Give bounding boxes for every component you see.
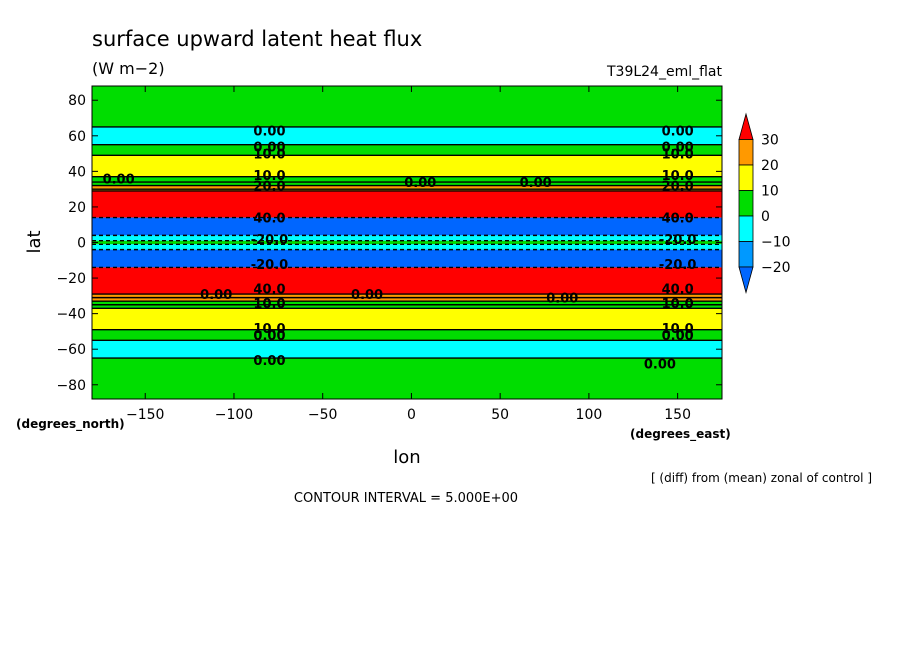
lat-band-6 — [92, 190, 722, 218]
lat-band-11 — [92, 249, 722, 268]
contour-label: 40.0 — [253, 212, 285, 227]
y-tick-label: 20 — [68, 200, 86, 216]
contour-label: 10.0 — [662, 169, 694, 184]
y-tick-label: 60 — [68, 129, 86, 145]
legend-level-label: 20 — [761, 158, 779, 174]
legend-bin-5 — [738, 241, 754, 268]
x-tick-label: 0 — [407, 407, 416, 423]
x-tick-label: −100 — [215, 407, 253, 423]
x-tick-label: 100 — [576, 407, 603, 423]
y-tick-label: 0 — [77, 236, 86, 252]
y-tick-label: −60 — [56, 342, 86, 358]
y-tick-label: 80 — [68, 93, 86, 109]
contour-lines — [92, 126, 722, 359]
legend-bin-4 — [738, 215, 754, 242]
lat-band-4 — [92, 176, 722, 186]
lat-band-15 — [92, 308, 722, 330]
legend-bin-1 — [738, 139, 754, 166]
color-legend: 30 20 10 0 −10 −20 — [738, 112, 791, 295]
lat-band-12 — [92, 267, 722, 295]
y-tick-label: −40 — [56, 307, 86, 323]
legend-level-label: −10 — [761, 235, 791, 251]
contour-label: 10.0 — [662, 322, 694, 337]
legend-bin-3 — [738, 190, 754, 217]
contour-label: 10.0 — [253, 148, 285, 163]
lat-band-16 — [92, 329, 722, 341]
contour-label: 10.0 — [662, 148, 694, 163]
contour-label: 0.00 — [662, 329, 694, 344]
lat-band-18 — [92, 358, 722, 399]
contour-label: -20.0 — [659, 258, 696, 273]
lat-band-9 — [92, 240, 722, 245]
y-axis: −80 −60 −40 −20 0 20 40 60 80 — [56, 93, 722, 394]
contour-label: 20.0 — [253, 180, 285, 195]
x-axis-label: lon — [393, 447, 420, 468]
contour-label: 0.00 — [351, 288, 383, 303]
y-axis-label: lat — [24, 230, 45, 253]
contour-label: 0.00 — [103, 172, 135, 187]
x-tick-label: −50 — [308, 407, 338, 423]
contour-label: 0.00 — [520, 176, 552, 191]
contour-label: 0.00 — [546, 292, 578, 307]
lat-band-7 — [92, 217, 722, 236]
contour-label: 10.0 — [662, 297, 694, 312]
diff-note: [ (diff) from (mean) zonal of control ] — [651, 471, 872, 485]
legend-level-label: 10 — [761, 184, 779, 200]
run-label: T39L24_eml_flat — [606, 64, 723, 80]
contour-label: 0.00 — [662, 124, 694, 139]
data-bands — [92, 86, 722, 399]
lat-band-1 — [92, 126, 722, 145]
contour-label: 20.0 — [662, 180, 694, 195]
contour-label: -20.0 — [659, 233, 696, 248]
contour-label: 0.00 — [644, 357, 676, 372]
x-tick-label: 50 — [491, 407, 509, 423]
lat-band-17 — [92, 340, 722, 359]
legend-level-label: 30 — [761, 133, 779, 149]
y-tick-label: 40 — [68, 164, 86, 180]
contour-label: 10.0 — [253, 322, 285, 337]
contour-label: -20.0 — [251, 233, 288, 248]
contour-label: 0.00 — [253, 140, 285, 155]
x-tick-label: −150 — [126, 407, 164, 423]
legend-level-label: 0 — [761, 209, 770, 225]
contour-label: 0.00 — [253, 124, 285, 139]
x-unit-label: (degrees_east) — [630, 427, 731, 442]
lat-band-3 — [92, 155, 722, 177]
contour-label: 40.0 — [662, 283, 694, 298]
lat-band-5 — [92, 185, 722, 191]
legend-bin-6 — [738, 266, 754, 295]
contour-label: -20.0 — [251, 258, 288, 273]
x-axis: −150 −100 −50 0 50 100 150 — [126, 86, 691, 423]
lat-band-10 — [92, 244, 722, 250]
contour-label: 10.0 — [253, 297, 285, 312]
legend-level-label: −20 — [761, 260, 791, 276]
contour-label: 0.00 — [662, 140, 694, 155]
contour-interval: CONTOUR INTERVAL = 5.000E+00 — [294, 491, 518, 506]
chart-title: surface upward latent heat flux — [92, 27, 422, 51]
contour-label: 0.00 — [253, 354, 285, 369]
contour-label: 0.00 — [253, 329, 285, 344]
x-tick-label: 150 — [664, 407, 691, 423]
y-tick-label: −80 — [56, 378, 86, 394]
contour-label: 40.0 — [253, 283, 285, 298]
y-tick-label: −20 — [56, 271, 86, 287]
y-unit-label: (degrees_north) — [16, 417, 125, 432]
lat-band-0 — [92, 86, 722, 127]
contour-label: 0.00 — [404, 176, 436, 191]
contour-label: 0.00 — [200, 288, 232, 303]
contour-label: 10.0 — [253, 169, 285, 184]
lat-band-2 — [92, 144, 722, 156]
chart-units: (W m−2) — [92, 59, 165, 78]
legend-bin-2 — [738, 164, 754, 191]
contour-label: 40.0 — [662, 212, 694, 227]
legend-bin-0 — [738, 112, 754, 140]
lat-band-8 — [92, 235, 722, 241]
